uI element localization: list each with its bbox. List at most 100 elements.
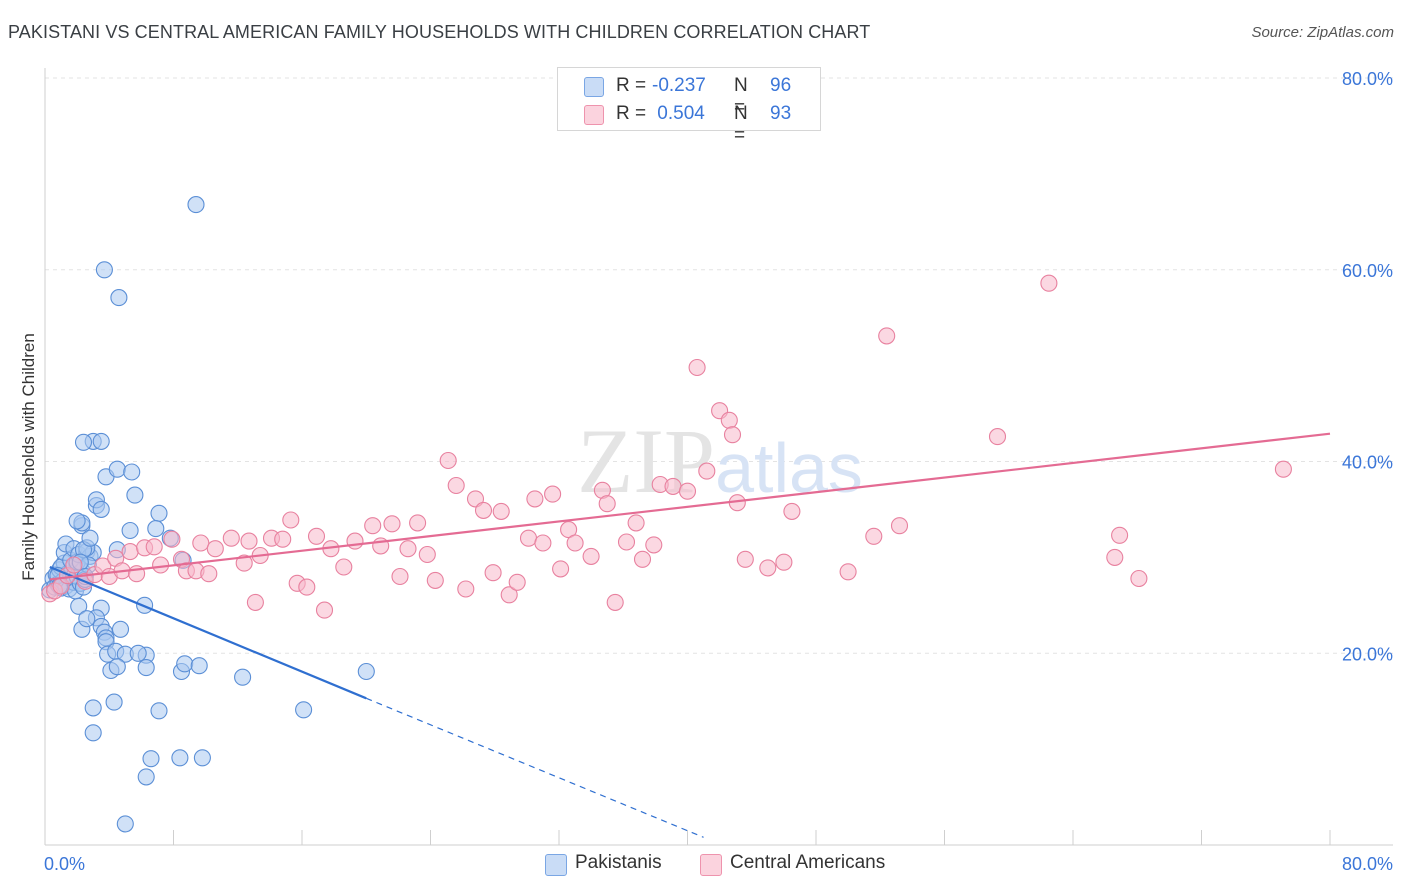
data-point — [1130, 569, 1148, 588]
series-pakistanis — [41, 196, 375, 833]
data-point — [878, 327, 896, 345]
trend-extension-pakistanis — [366, 697, 704, 838]
data-point — [723, 426, 742, 444]
legend-swatch-central-americans — [584, 105, 604, 125]
data-point — [508, 573, 526, 591]
tick-labels: 20.0% 40.0% 60.0% 80.0% 0.0% 80.0% — [44, 69, 1393, 874]
data-points — [41, 196, 1292, 833]
data-point — [142, 750, 160, 768]
data-point — [688, 358, 706, 377]
data-point — [108, 658, 126, 676]
data-point — [193, 749, 211, 767]
y-axis-label: Family Households with Children — [19, 333, 38, 581]
data-point — [282, 511, 300, 529]
legend-r-value: -0.237 — [652, 75, 706, 96]
y-tick-label: 20.0% — [1342, 644, 1393, 664]
data-point — [137, 659, 155, 677]
data-point — [500, 586, 518, 604]
data-point — [526, 490, 544, 508]
data-point — [566, 534, 584, 552]
data-point — [92, 432, 110, 450]
data-point — [81, 529, 99, 547]
data-point — [147, 520, 165, 538]
data-point — [246, 593, 264, 611]
data-point — [1274, 460, 1292, 478]
bottom-legend-swatch-pakistanis — [545, 854, 567, 876]
data-point — [298, 578, 316, 596]
data-point — [598, 495, 616, 513]
data-point — [519, 529, 538, 547]
data-point — [1111, 526, 1129, 544]
data-point — [645, 536, 663, 554]
data-point — [95, 261, 113, 279]
data-point — [783, 502, 801, 520]
data-point — [187, 196, 205, 214]
chart-title: PAKISTANI VS CENTRAL AMERICAN FAMILY HOU… — [8, 22, 871, 42]
trend-lines — [49, 432, 1331, 838]
y-tick-label: 80.0% — [1342, 69, 1393, 89]
legend-n-value: 93 — [770, 103, 792, 124]
bottom-legend-swatch-central-americans — [700, 854, 722, 876]
data-point — [206, 540, 224, 558]
data-point — [65, 556, 83, 574]
data-point — [865, 527, 883, 545]
data-point — [606, 593, 624, 611]
data-point — [492, 502, 510, 520]
axes — [44, 68, 1393, 846]
data-point — [357, 662, 375, 681]
data-point — [617, 533, 636, 551]
y-tick-label: 40.0% — [1342, 453, 1393, 473]
data-point — [447, 476, 465, 495]
data-point — [163, 530, 181, 548]
data-point — [137, 768, 155, 786]
legend-swatch-pakistanis — [584, 77, 604, 97]
data-point — [664, 477, 682, 495]
data-point — [426, 571, 444, 589]
data-point — [123, 463, 141, 481]
data-point — [92, 500, 110, 518]
data-point — [315, 601, 334, 619]
data-point — [152, 556, 170, 574]
data-point — [70, 597, 88, 615]
data-point — [240, 532, 258, 550]
legend-n-label: N = — [734, 75, 748, 118]
source-credit: Source: ZipAtlas.com — [1251, 24, 1394, 41]
data-point — [633, 550, 652, 568]
data-point — [582, 547, 600, 565]
data-point — [346, 532, 364, 550]
data-point — [890, 517, 909, 535]
data-point — [988, 428, 1007, 446]
data-point — [409, 514, 427, 532]
data-point — [129, 644, 147, 662]
trend-line-pakistanis — [49, 565, 367, 700]
correlation-legend: R = -0.237 N = 96 R = 0.504 N = 93 — [557, 67, 821, 146]
trend-line-central-americans — [49, 432, 1331, 581]
data-point — [418, 545, 436, 564]
y-tick-label: 60.0% — [1342, 261, 1393, 281]
data-point — [74, 433, 93, 451]
data-point — [364, 517, 382, 535]
data-point — [176, 655, 194, 673]
data-point — [84, 699, 102, 717]
watermark: ZIPatlas — [577, 410, 863, 512]
legend-n-label: N = — [734, 103, 748, 146]
data-point — [105, 693, 123, 711]
data-point — [383, 515, 401, 533]
data-point — [1040, 274, 1058, 292]
data-point — [399, 540, 417, 558]
data-point — [736, 550, 754, 568]
bottom-legend-label-central-americans: Central Americans — [730, 852, 886, 873]
data-point — [391, 567, 409, 586]
legend-r-value: 0.504 — [652, 103, 705, 124]
data-point — [110, 289, 128, 307]
data-point — [439, 451, 457, 470]
data-point — [145, 538, 163, 556]
data-point — [121, 521, 139, 540]
data-point — [720, 411, 738, 429]
data-point — [121, 543, 139, 561]
data-point — [68, 512, 86, 530]
data-point — [534, 534, 552, 552]
data-point — [150, 504, 168, 522]
data-point — [678, 482, 697, 500]
legend-n-value: 96 — [770, 75, 792, 96]
